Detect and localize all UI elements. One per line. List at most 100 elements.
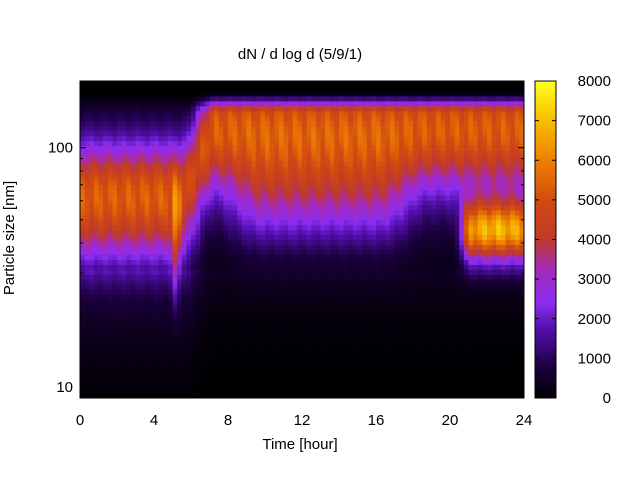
heatmap-cell (417, 194, 423, 201)
heatmap-cell (403, 293, 409, 300)
heatmap-cell (265, 219, 271, 226)
heatmap-cell (140, 393, 146, 398)
heatmap-cell (352, 120, 359, 127)
heatmap-cell (214, 244, 220, 250)
heatmap-cell (130, 125, 137, 132)
heatmap-cell (339, 165, 345, 171)
heatmap-cell (334, 328, 340, 335)
heatmap-cell (195, 81, 201, 87)
heatmap-cell (149, 219, 155, 226)
heatmap-cell (181, 165, 187, 171)
heatmap-cell (246, 194, 252, 201)
heatmap-cell (283, 199, 289, 206)
heatmap-cell (163, 219, 169, 226)
heatmap-cell (107, 85, 113, 92)
heatmap-cell (283, 175, 289, 181)
heatmap-cell (121, 125, 127, 132)
heatmap-cell (334, 254, 340, 260)
heatmap-cell (255, 353, 261, 359)
heatmap-cell (371, 140, 377, 146)
heatmap-cell (107, 303, 113, 310)
heatmap-cell (218, 328, 224, 335)
heatmap-cell (117, 383, 123, 389)
heatmap-cell (158, 214, 164, 221)
heatmap-cell (357, 155, 363, 161)
heatmap-cell (140, 145, 146, 151)
heatmap-cell (311, 358, 317, 364)
heatmap-cell (223, 120, 229, 127)
heatmap-cell (315, 110, 322, 117)
heatmap-cell (126, 219, 132, 226)
heatmap-cell (366, 199, 372, 206)
heatmap-cell (167, 318, 174, 325)
heatmap-cell (413, 254, 419, 260)
heatmap-cell (135, 368, 141, 374)
heatmap-cell (431, 224, 437, 231)
heatmap-cell (214, 81, 220, 87)
heatmap-cell (241, 175, 248, 181)
heatmap-cell (149, 185, 155, 191)
heatmap-cell (232, 130, 238, 137)
heatmap-cell (408, 130, 414, 137)
heatmap-cell (218, 175, 224, 181)
heatmap-cell (426, 373, 433, 379)
heatmap-cell (241, 170, 248, 176)
heatmap-cell (163, 115, 169, 122)
heatmap-cell (278, 293, 285, 300)
heatmap-cell (98, 130, 104, 137)
heatmap-cell (154, 254, 160, 260)
heatmap-cell (84, 185, 90, 191)
heatmap-cell (84, 388, 90, 394)
heatmap-cell (278, 81, 285, 87)
heatmap-cell (181, 318, 187, 325)
heatmap-cell (320, 323, 326, 330)
heatmap-cell (181, 388, 187, 394)
heatmap-cell (126, 224, 132, 231)
heatmap-cell (283, 333, 289, 340)
heatmap-cell (84, 110, 90, 117)
heatmap-cell (380, 189, 386, 196)
heatmap-cell (269, 393, 275, 398)
heatmap-cell (357, 160, 363, 166)
heatmap-cell (84, 115, 90, 122)
heatmap-cell (348, 239, 354, 246)
heatmap-cell (107, 90, 113, 97)
heatmap-cell (311, 343, 317, 350)
heatmap-cell (436, 363, 442, 369)
heatmap-cell (200, 209, 206, 216)
heatmap-cell (431, 368, 437, 374)
heatmap-cell (315, 378, 322, 384)
heatmap-cell (181, 170, 187, 176)
heatmap-cell (223, 234, 229, 241)
heatmap-cell (352, 160, 359, 166)
heatmap-cell (80, 353, 86, 359)
heatmap-cell (315, 145, 322, 151)
heatmap-cell (158, 393, 164, 398)
heatmap-cell (251, 189, 257, 196)
heatmap-cell (371, 289, 377, 295)
heatmap-cell (149, 135, 155, 142)
heatmap-cell (107, 328, 113, 335)
heatmap-cell (362, 185, 368, 191)
heatmap-cell (329, 323, 335, 330)
heatmap-cell (292, 199, 298, 206)
heatmap-cell (399, 284, 405, 290)
heatmap-cell (232, 185, 238, 191)
heatmap-cell (278, 388, 285, 394)
heatmap-cell (334, 358, 340, 364)
heatmap-cell (103, 204, 109, 211)
heatmap-cell (394, 303, 400, 310)
heatmap-cell (163, 110, 169, 117)
heatmap-cell (200, 259, 206, 265)
heatmap-cell (223, 189, 229, 196)
heatmap-cell (191, 180, 197, 186)
heatmap-cell (204, 185, 211, 191)
heatmap-cell (413, 244, 419, 250)
heatmap-cell (80, 323, 86, 330)
heatmap-cell (325, 180, 331, 186)
heatmap-cell (260, 378, 266, 384)
heatmap-cell (385, 209, 391, 216)
heatmap-cell (186, 383, 192, 389)
heatmap-cell (204, 348, 211, 355)
heatmap-cell (376, 393, 382, 398)
